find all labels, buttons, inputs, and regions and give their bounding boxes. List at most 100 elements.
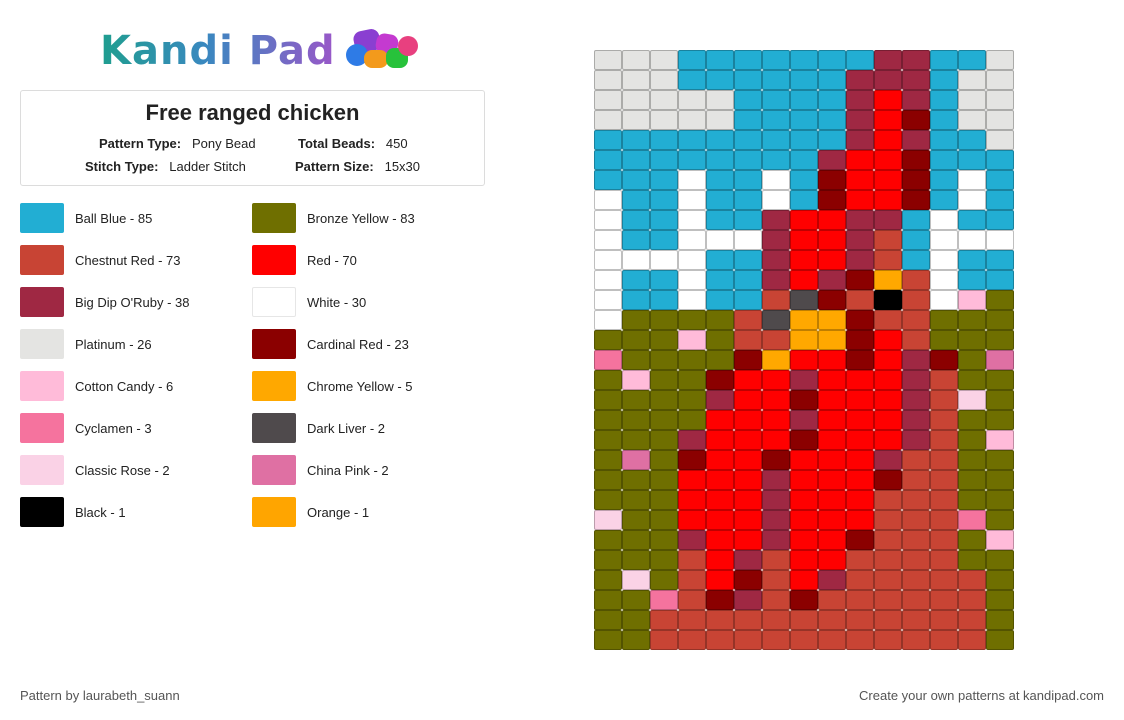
bead [986, 390, 1014, 410]
bead [594, 310, 622, 330]
bead [846, 190, 874, 210]
bead [930, 150, 958, 170]
total-beads: Total Beads: 450 [298, 136, 408, 151]
bead [846, 310, 874, 330]
bead [958, 50, 986, 70]
bead [930, 250, 958, 270]
bead [622, 310, 650, 330]
bead [734, 230, 762, 250]
bead [790, 370, 818, 390]
bead [622, 110, 650, 130]
bead [678, 570, 706, 590]
color-swatch [252, 371, 296, 401]
bead [678, 470, 706, 490]
bead [622, 190, 650, 210]
bead [650, 50, 678, 70]
bead [986, 470, 1014, 490]
bead [650, 550, 678, 570]
kandipad-logo[interactable]: Kandi Pad [100, 26, 424, 76]
beads-logo-icon [345, 26, 424, 76]
pattern-type-value: Pony Bead [191, 136, 256, 151]
bead [958, 370, 986, 390]
bead [762, 290, 790, 310]
bead [790, 130, 818, 150]
bead [958, 290, 986, 310]
color-swatch [252, 203, 296, 233]
bead [930, 630, 958, 650]
bead [762, 130, 790, 150]
bead [650, 230, 678, 250]
bead [622, 70, 650, 90]
bead [818, 570, 846, 590]
bead [790, 590, 818, 610]
bead [678, 270, 706, 290]
bead [874, 490, 902, 510]
bead [930, 270, 958, 290]
legend-label: Chestnut Red - 73 [75, 252, 181, 268]
bead [706, 230, 734, 250]
bead [678, 370, 706, 390]
bead [986, 430, 1014, 450]
bead [594, 550, 622, 570]
bead [594, 150, 622, 170]
pattern-type-label: Pattern Type: [99, 136, 182, 151]
legend-label: Bronze Yellow - 83 [307, 210, 415, 226]
bead [958, 430, 986, 450]
bead [622, 550, 650, 570]
bead [678, 630, 706, 650]
bead [706, 110, 734, 130]
bead [930, 590, 958, 610]
bead [902, 570, 930, 590]
bead [790, 330, 818, 350]
bead [874, 630, 902, 650]
bead [986, 310, 1014, 330]
bead [734, 470, 762, 490]
bead [678, 150, 706, 170]
color-swatch [252, 455, 296, 485]
bead [818, 390, 846, 410]
legend-item: Cotton Candy - 6 [20, 370, 173, 402]
bead [874, 270, 902, 290]
bead [706, 450, 734, 470]
bead [706, 270, 734, 290]
bead [650, 590, 678, 610]
bead [734, 530, 762, 550]
bead [762, 570, 790, 590]
bead [930, 490, 958, 510]
bead [958, 90, 986, 110]
bead [790, 250, 818, 270]
bead [734, 490, 762, 510]
kandipad-link[interactable]: Create your own patterns at kandipad.com [859, 688, 1104, 703]
bead [846, 230, 874, 250]
bead [678, 510, 706, 530]
bead [678, 330, 706, 350]
bead [958, 130, 986, 150]
bead [818, 110, 846, 130]
legend-label: Cardinal Red - 23 [307, 336, 409, 352]
bead [678, 590, 706, 610]
bead [762, 350, 790, 370]
bead [622, 570, 650, 590]
bead [902, 70, 930, 90]
bead [678, 210, 706, 230]
bead [986, 570, 1014, 590]
bead [762, 190, 790, 210]
bead [678, 110, 706, 130]
bead [986, 130, 1014, 150]
bead [846, 510, 874, 530]
stitch-type: Stitch Type: Ladder Stitch [85, 159, 246, 174]
bead [930, 210, 958, 230]
bead [706, 50, 734, 70]
bead [986, 610, 1014, 630]
bead [902, 430, 930, 450]
bead [902, 270, 930, 290]
legend-label: Black - 1 [75, 504, 126, 520]
bead [650, 310, 678, 330]
bead [790, 70, 818, 90]
bead [930, 110, 958, 130]
bead [846, 130, 874, 150]
bead [734, 630, 762, 650]
bead [846, 610, 874, 630]
bead [762, 590, 790, 610]
bead [986, 190, 1014, 210]
